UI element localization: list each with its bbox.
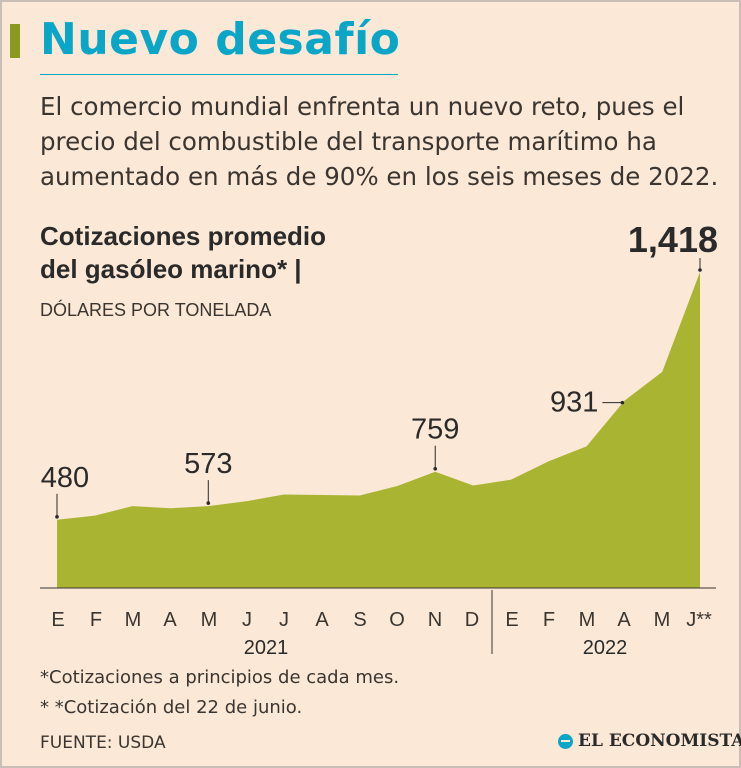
data-label: 931: [550, 387, 598, 419]
source-label: FUENTE: USDA: [40, 733, 166, 753]
x-tick-label: N: [428, 609, 442, 631]
chart-title-line1: Cotizaciones promedio: [40, 221, 326, 251]
x-tick-label: E: [51, 609, 64, 631]
footnote-june: * *Cotización del 22 de junio.: [40, 697, 303, 718]
footnote-monthly: *Cotizaciones a principios de cada mes.: [40, 667, 400, 688]
brand-name: EL ECONOMISTA: [578, 731, 741, 751]
data-label: 1,418: [628, 219, 718, 260]
year-label: 2022: [583, 637, 628, 659]
area-series: [57, 272, 700, 588]
title-underline: [40, 74, 398, 75]
brand-logo: EL ECONOMISTA: [558, 731, 741, 751]
x-tick-label: M: [579, 609, 596, 631]
intro-paragraph: El comercio mundial enfrenta un nuevo re…: [40, 92, 719, 191]
x-tick-label: O: [389, 609, 405, 631]
x-tick-label: A: [163, 609, 177, 631]
x-tick-label: J**: [686, 609, 712, 631]
data-label: 480: [41, 462, 89, 494]
leader-dot: [206, 501, 211, 505]
x-tick-label: A: [315, 609, 329, 631]
x-tick-label: J: [279, 609, 289, 631]
x-tick-label: F: [543, 609, 555, 631]
chart-title-line2: del gasóleo marino* |: [40, 254, 302, 284]
leader-dot: [433, 466, 438, 471]
leader-dot: [620, 400, 625, 405]
page-title: Nuevo desafío: [40, 14, 401, 65]
data-label: 759: [411, 414, 459, 446]
x-tick-label: A: [617, 609, 631, 631]
leader-dot: [55, 515, 59, 519]
data-label: 573: [184, 448, 232, 480]
x-tick-label: M: [654, 609, 671, 631]
chart-unit-label: DÓLARES POR TONELADA: [40, 299, 271, 320]
x-tick-label: M: [125, 609, 142, 631]
leader-dot: [698, 268, 702, 272]
x-tick-label: E: [505, 609, 518, 631]
x-tick-label: D: [465, 609, 479, 631]
x-tick-label: J: [242, 609, 252, 631]
x-tick-label: M: [201, 609, 218, 631]
x-tick-label: S: [353, 609, 366, 631]
title-accent-bar: [10, 24, 20, 58]
year-label: 2021: [244, 637, 289, 659]
x-tick-label: F: [90, 609, 102, 631]
brand-icon: [558, 733, 573, 749]
